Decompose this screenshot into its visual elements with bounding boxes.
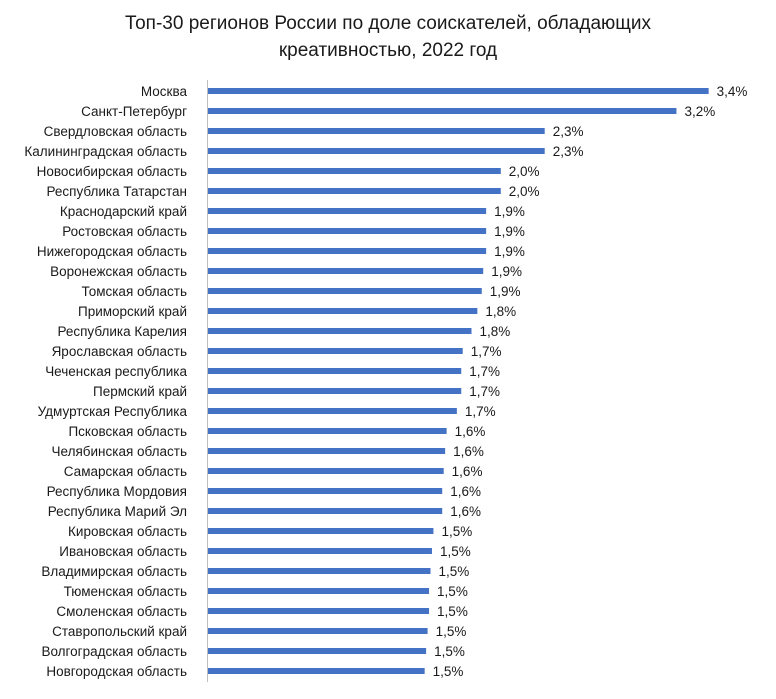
bar (208, 248, 487, 254)
category-label: Республика Марий Эл (48, 504, 187, 519)
category-label: Тюменская область (64, 584, 187, 599)
category-label: Воронежская область (50, 264, 187, 279)
value-label: 2,0% (509, 184, 540, 199)
value-label: 1,5% (436, 624, 467, 639)
bar (208, 388, 462, 394)
value-label: 2,3% (553, 124, 584, 139)
bar (208, 288, 482, 294)
category-label: Псковская область (68, 424, 187, 439)
value-label: 1,6% (453, 444, 484, 459)
category-label: Челябинская область (52, 444, 187, 459)
value-label: 3,2% (684, 104, 715, 119)
bar (208, 88, 709, 94)
value-label: 1,7% (465, 404, 496, 419)
category-label: Пермский край (93, 384, 187, 399)
bar (208, 348, 463, 354)
value-label: 2,0% (509, 164, 540, 179)
bar (208, 208, 487, 214)
category-label: Ставропольский край (52, 624, 187, 639)
bar (208, 488, 443, 494)
value-label: 1,6% (452, 464, 483, 479)
category-label: Ивановская область (59, 544, 187, 559)
value-label: 1,5% (439, 564, 470, 579)
category-label: Самарская область (64, 464, 187, 479)
value-label: 1,9% (494, 224, 525, 239)
value-label: 1,9% (494, 204, 525, 219)
bar (208, 228, 487, 234)
value-label: 1,7% (469, 364, 500, 379)
value-label: 1,8% (485, 304, 516, 319)
bar (208, 108, 677, 114)
category-label: Владимирская область (41, 564, 187, 579)
value-label: 1,5% (434, 644, 465, 659)
bar (208, 428, 447, 434)
bar (208, 368, 462, 374)
category-label: Москва (141, 84, 188, 99)
bar (208, 548, 432, 554)
bar (208, 588, 430, 594)
chart-title: Топ-30 регионов России по доле соискател… (0, 10, 776, 64)
bar (208, 148, 545, 154)
value-label: 1,6% (450, 484, 481, 499)
value-label: 1,9% (490, 284, 521, 299)
bar (208, 648, 427, 654)
category-label: Республика Мордовия (47, 484, 187, 499)
category-label: Новосибирская область (37, 164, 187, 179)
value-label: 3,4% (717, 84, 748, 99)
category-label: Республика Татарстан (46, 184, 187, 199)
category-label: Удмуртская Республика (38, 404, 188, 419)
category-label: Приморский край (78, 304, 187, 319)
bar (208, 468, 444, 474)
category-label: Нижегородская область (37, 244, 187, 259)
chart-title-line-2: креативностью, 2022 год (278, 40, 498, 61)
category-label: Чеченская республика (45, 364, 187, 379)
value-label: 1,9% (494, 244, 525, 259)
value-label: 1,5% (441, 524, 472, 539)
bar (208, 508, 443, 514)
value-label: 1,9% (491, 264, 522, 279)
category-label: Смоленская область (56, 604, 187, 619)
category-label: Волгоградская область (41, 644, 187, 659)
bar (208, 528, 434, 534)
value-label: 1,7% (469, 384, 500, 399)
bar (208, 668, 425, 674)
category-label: Новгородская область (46, 664, 187, 679)
category-label: Свердловская область (44, 124, 187, 139)
category-label: Кировская область (68, 524, 187, 539)
bar (208, 268, 484, 274)
category-label: Ярославская область (52, 344, 187, 359)
bar (208, 568, 431, 574)
bar (208, 328, 472, 334)
category-label: Республика Карелия (57, 324, 187, 339)
category-label: Калининградская область (24, 144, 187, 159)
bar (208, 628, 428, 634)
bar (208, 608, 430, 614)
value-label: 1,5% (440, 544, 471, 559)
value-label: 1,6% (450, 504, 481, 519)
category-label: Санкт-Петербург (81, 104, 187, 119)
value-label: 1,8% (480, 324, 511, 339)
value-label: 1,7% (471, 344, 502, 359)
category-label: Ростовская область (62, 224, 187, 239)
value-label: 2,3% (553, 144, 584, 159)
bar (208, 188, 501, 194)
value-label: 1,5% (437, 584, 468, 599)
bar (208, 308, 478, 314)
category-label: Томская область (82, 284, 188, 299)
value-label: 1,6% (455, 424, 486, 439)
bar (208, 448, 446, 454)
bar (208, 408, 457, 414)
bar (208, 128, 545, 134)
chart-title-line-1: Топ-30 регионов России по доле соискател… (124, 13, 652, 34)
value-label: 1,5% (433, 664, 464, 679)
bar (208, 168, 501, 174)
value-label: 1,5% (437, 604, 468, 619)
category-label: Краснодарский край (60, 204, 187, 219)
